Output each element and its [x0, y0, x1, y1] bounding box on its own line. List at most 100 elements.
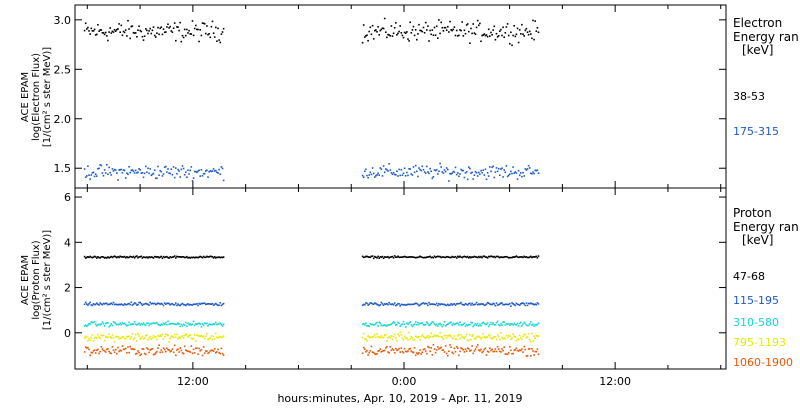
- point-proton-2: [492, 322, 494, 324]
- point-proton-3: [392, 335, 395, 338]
- point-proton-3: [454, 338, 457, 340]
- point-proton-1: [387, 303, 389, 306]
- point-proton-2: [484, 323, 487, 326]
- point-proton-0: [426, 256, 428, 258]
- point-proton-4: [137, 350, 139, 352]
- point-proton-3: [119, 337, 121, 340]
- point-proton-1: [196, 302, 198, 305]
- point-proton-2: [119, 322, 121, 324]
- point-proton-1: [187, 303, 189, 305]
- point-proton-2: [146, 322, 148, 324]
- point-proton-1: [427, 304, 429, 307]
- point-electron-1: [521, 175, 523, 178]
- point-proton-3: [417, 336, 419, 339]
- point-electron-1: [387, 170, 389, 172]
- point-electron-0: [84, 22, 87, 25]
- point-electron-1: [170, 168, 173, 170]
- point-proton-3: [420, 335, 422, 338]
- point-proton-0: [166, 255, 168, 258]
- point-electron-1: [451, 172, 453, 174]
- point-proton-0: [504, 256, 507, 258]
- point-proton-0: [129, 255, 131, 258]
- point-proton-0: [145, 256, 147, 259]
- point-proton-1: [514, 304, 517, 307]
- point-proton-4: [464, 348, 467, 350]
- point-proton-1: [146, 303, 148, 305]
- point-proton-1: [440, 303, 442, 305]
- point-proton-4: [459, 350, 461, 353]
- point-electron-0: [371, 24, 374, 27]
- point-proton-1: [163, 302, 166, 304]
- point-proton-4: [201, 354, 204, 357]
- point-electron-1: [480, 169, 482, 172]
- point-proton-4: [388, 352, 390, 354]
- point-proton-2: [460, 324, 462, 326]
- point-electron-0: [450, 29, 452, 31]
- point-electron-1: [379, 167, 382, 169]
- point-proton-2: [191, 323, 194, 326]
- point-electron-1: [507, 174, 510, 177]
- point-proton-4: [124, 347, 127, 350]
- point-proton-1: [179, 304, 181, 307]
- point-electron-1: [408, 168, 410, 170]
- point-proton-2: [362, 323, 365, 325]
- point-proton-1: [378, 304, 380, 307]
- point-proton-4: [478, 349, 480, 351]
- point-proton-3: [387, 336, 389, 339]
- point-proton-2: [199, 323, 201, 325]
- point-proton-1: [422, 302, 425, 304]
- point-electron-0: [210, 25, 213, 28]
- point-proton-4: [480, 348, 482, 351]
- point-proton-0: [396, 256, 398, 258]
- point-proton-1: [429, 303, 431, 306]
- point-proton-3: [139, 338, 141, 340]
- point-proton-0: [397, 255, 399, 258]
- point-electron-0: [481, 34, 483, 37]
- point-proton-4: [479, 350, 481, 352]
- y-tick-label-electron-2: 2.5: [54, 63, 72, 76]
- point-proton-3: [482, 332, 484, 335]
- point-electron-1: [530, 172, 532, 175]
- point-electron-0: [168, 27, 170, 29]
- point-proton-3: [423, 336, 426, 339]
- point-proton-0: [469, 256, 471, 258]
- point-electron-1: [388, 163, 390, 165]
- point-proton-4: [528, 347, 531, 350]
- point-proton-1: [403, 303, 406, 306]
- point-electron-1: [376, 174, 378, 176]
- point-proton-1: [192, 303, 195, 305]
- point-proton-1: [506, 303, 509, 306]
- point-proton-1: [468, 302, 470, 305]
- point-electron-1: [411, 174, 414, 176]
- point-electron-1: [458, 175, 460, 178]
- point-proton-3: [190, 337, 193, 340]
- x-tick-label-2: 12:00: [599, 375, 631, 388]
- point-electron-1: [426, 165, 428, 168]
- point-electron-0: [108, 31, 110, 33]
- point-proton-3: [148, 337, 150, 339]
- point-electron-1: [221, 167, 224, 170]
- point-proton-3: [511, 337, 513, 339]
- point-electron-0: [480, 40, 482, 43]
- point-proton-3: [208, 338, 210, 340]
- point-proton-4: [482, 350, 484, 353]
- point-electron-0: [449, 20, 451, 23]
- point-electron-0: [524, 29, 527, 32]
- point-electron-1: [418, 167, 420, 169]
- point-proton-0: [119, 255, 121, 258]
- point-proton-1: [103, 303, 106, 305]
- point-electron-0: [509, 42, 511, 45]
- point-proton-1: [209, 303, 212, 305]
- point-proton-1: [385, 303, 387, 305]
- point-proton-4: [182, 352, 185, 355]
- point-electron-0: [441, 26, 444, 29]
- point-proton-2: [410, 324, 413, 326]
- point-electron-0: [222, 27, 225, 30]
- point-proton-2: [143, 323, 146, 326]
- point-proton-1: [438, 302, 440, 305]
- point-proton-2: [440, 324, 442, 326]
- point-proton-3: [123, 337, 126, 340]
- point-proton-1: [139, 301, 141, 304]
- point-proton-2: [102, 322, 105, 325]
- point-proton-4: [89, 354, 91, 357]
